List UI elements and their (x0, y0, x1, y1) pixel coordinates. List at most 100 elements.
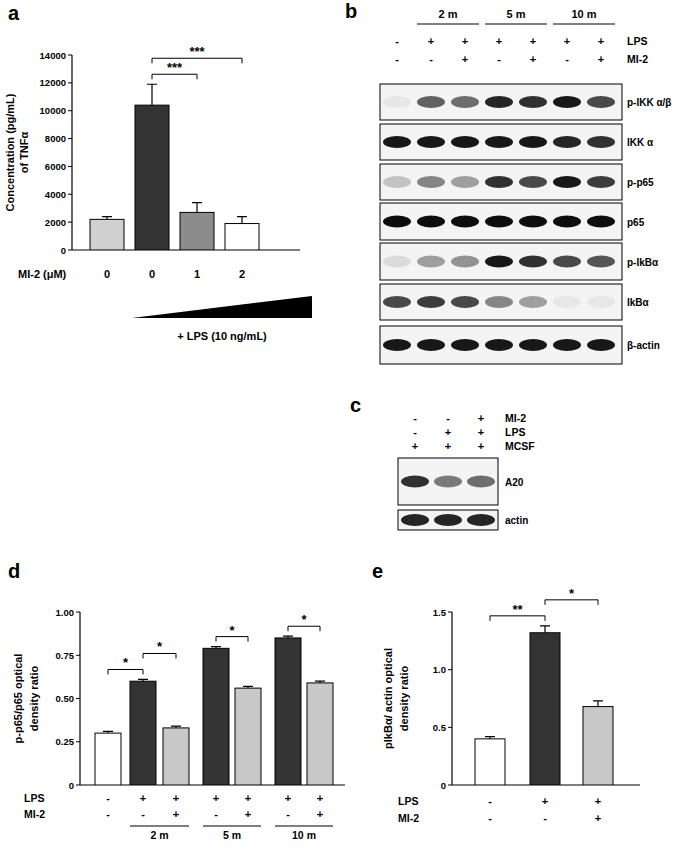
blot-band (519, 216, 547, 228)
significance-label: *** (167, 60, 183, 75)
condition-value: - (214, 808, 218, 820)
blot-band (401, 476, 429, 488)
blot-band (553, 96, 581, 108)
blot-band (401, 514, 429, 526)
blot-band (467, 476, 495, 488)
condition-label: LPS (627, 35, 647, 47)
y-tick (76, 655, 80, 656)
blot-band (434, 476, 462, 488)
blot-band (417, 216, 445, 228)
blot-band (451, 296, 479, 308)
condition-value: + (245, 808, 251, 820)
band-label: IKK α (627, 137, 654, 148)
y-tick-label: 0 (441, 780, 446, 791)
blot-band (485, 296, 513, 308)
condition-value: + (598, 35, 604, 47)
condition-value: - (543, 812, 547, 824)
chart-panel: e00.51.01.5pIkBα/ actin opticaldensity r… (372, 560, 640, 824)
blot-strip (380, 84, 622, 120)
condition-value: + (530, 53, 536, 65)
bar (163, 728, 189, 785)
band-label: IkBα (627, 297, 650, 308)
condition-label: MCSF (505, 440, 535, 452)
chart-panel: a02000400060008000100001200014000Concent… (4, 2, 312, 342)
condition-label: LPS (505, 426, 525, 438)
condition-label: MI-2 (627, 53, 648, 65)
y-axis (451, 612, 452, 785)
blot-strip (398, 510, 498, 530)
blot-strip (380, 284, 622, 320)
panel-label: e (372, 560, 383, 582)
condition-value: + (462, 35, 468, 47)
bar (180, 212, 214, 250)
condition-value: + (412, 440, 418, 452)
blot-band (485, 96, 513, 108)
band-label: p-p65 (627, 177, 654, 188)
blot-band (587, 216, 615, 228)
condition-value: - (446, 412, 450, 424)
y-tick (68, 250, 72, 251)
blot-band (451, 256, 479, 268)
blot-band (587, 339, 615, 351)
blot-strip (380, 203, 622, 240)
time-label: 2 m (439, 8, 458, 20)
band-label: A20 (505, 477, 524, 488)
dose-wedge (132, 296, 312, 318)
condition-value: + (595, 795, 601, 807)
blot-band (485, 256, 513, 268)
blot-band (587, 296, 615, 308)
significance-label: * (123, 655, 129, 670)
y-tick-label: 1.5 (433, 607, 447, 618)
time-label: 5 m (507, 8, 526, 20)
x-tick-label: 1 (194, 268, 200, 280)
blot-band (451, 96, 479, 108)
blot-band (519, 256, 547, 268)
condition-value: + (317, 808, 323, 820)
y-tick-label: 10000 (40, 105, 66, 116)
condition-value: + (140, 792, 146, 804)
blot-band (417, 176, 445, 188)
blot-band (451, 216, 479, 228)
condition-value: - (141, 808, 145, 820)
condition-value: - (429, 53, 433, 65)
y-tick (68, 194, 72, 195)
band-label: p-IkBα (627, 257, 659, 268)
error-bar (283, 636, 293, 638)
blot-band (485, 339, 513, 351)
band-label: p-IKK α/β (627, 97, 671, 108)
condition-value: + (317, 792, 323, 804)
y-tick-label: 6000 (45, 161, 66, 172)
treatment-label: + LPS (10 ng/mL) (177, 330, 267, 342)
error-bar (237, 217, 247, 224)
blot-band (383, 296, 411, 308)
error-bar (593, 701, 603, 707)
band-label: actin (505, 515, 528, 526)
condition-value: - (106, 808, 110, 820)
error-bar (211, 647, 221, 649)
condition-value: + (478, 440, 484, 452)
condition-value: - (565, 53, 569, 65)
bar (275, 638, 301, 785)
error-bar (485, 737, 495, 739)
condition-value: + (564, 35, 570, 47)
blot-band (383, 96, 411, 108)
band-label: p65 (627, 217, 645, 228)
blot-band (383, 176, 411, 188)
condition-value: + (245, 792, 251, 804)
condition-value: - (413, 412, 417, 424)
group-label: 2 m (150, 829, 168, 841)
blot-band (553, 256, 581, 268)
condition-value: - (395, 35, 399, 47)
blot-band (451, 176, 479, 188)
group-label: 5 m (223, 829, 241, 841)
condition-value: - (413, 426, 417, 438)
condition-value: - (395, 53, 399, 65)
bar (475, 739, 505, 785)
bar (225, 224, 259, 250)
blot-band (417, 339, 445, 351)
blot-band (417, 96, 445, 108)
y-tick (448, 727, 452, 728)
blot-band (451, 136, 479, 148)
time-line (553, 23, 615, 24)
condition-value: + (213, 792, 219, 804)
